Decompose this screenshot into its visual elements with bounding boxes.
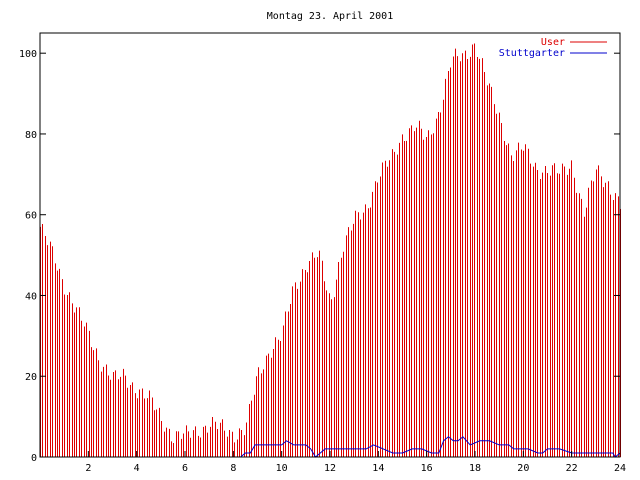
y-tick-label: 60 (25, 211, 37, 222)
stuttgarter-line (40, 436, 621, 458)
x-tick-label: 2 (85, 463, 91, 474)
x-tick-label: 6 (182, 463, 188, 474)
x-tick-label: 22 (566, 463, 578, 474)
x-tick-label: 4 (134, 463, 140, 474)
y-tick-label: 0 (31, 453, 37, 464)
x-ticks: 2 4 6 8 10 12 14 16 18 20 22 24 (85, 451, 626, 474)
chart-title: Montag 23. April 2001 (267, 11, 393, 22)
y-tick-label: 40 (25, 291, 37, 302)
y-tick-label: 20 (25, 372, 37, 383)
y-tick-label: 100 (19, 49, 37, 60)
x-tick-label: 18 (469, 463, 481, 474)
x-tick-label: 16 (421, 463, 433, 474)
x-tick-label: 24 (614, 463, 626, 474)
legend-label-user: User (541, 37, 565, 48)
y-ticks: 0 20 40 60 80 100 (19, 49, 620, 464)
line-group (40, 436, 621, 458)
legend-label-stuttgarter: Stuttgarter (499, 48, 565, 59)
x-tick-label: 14 (372, 463, 384, 474)
legend: User Stuttgarter (499, 37, 607, 59)
x-tick-label: 20 (517, 463, 529, 474)
bars-group (40, 43, 621, 457)
x-tick-label: 10 (276, 463, 288, 474)
x-tick-label: 12 (324, 463, 336, 474)
y-tick-label: 80 (25, 130, 37, 141)
x-tick-label: 8 (230, 463, 236, 474)
